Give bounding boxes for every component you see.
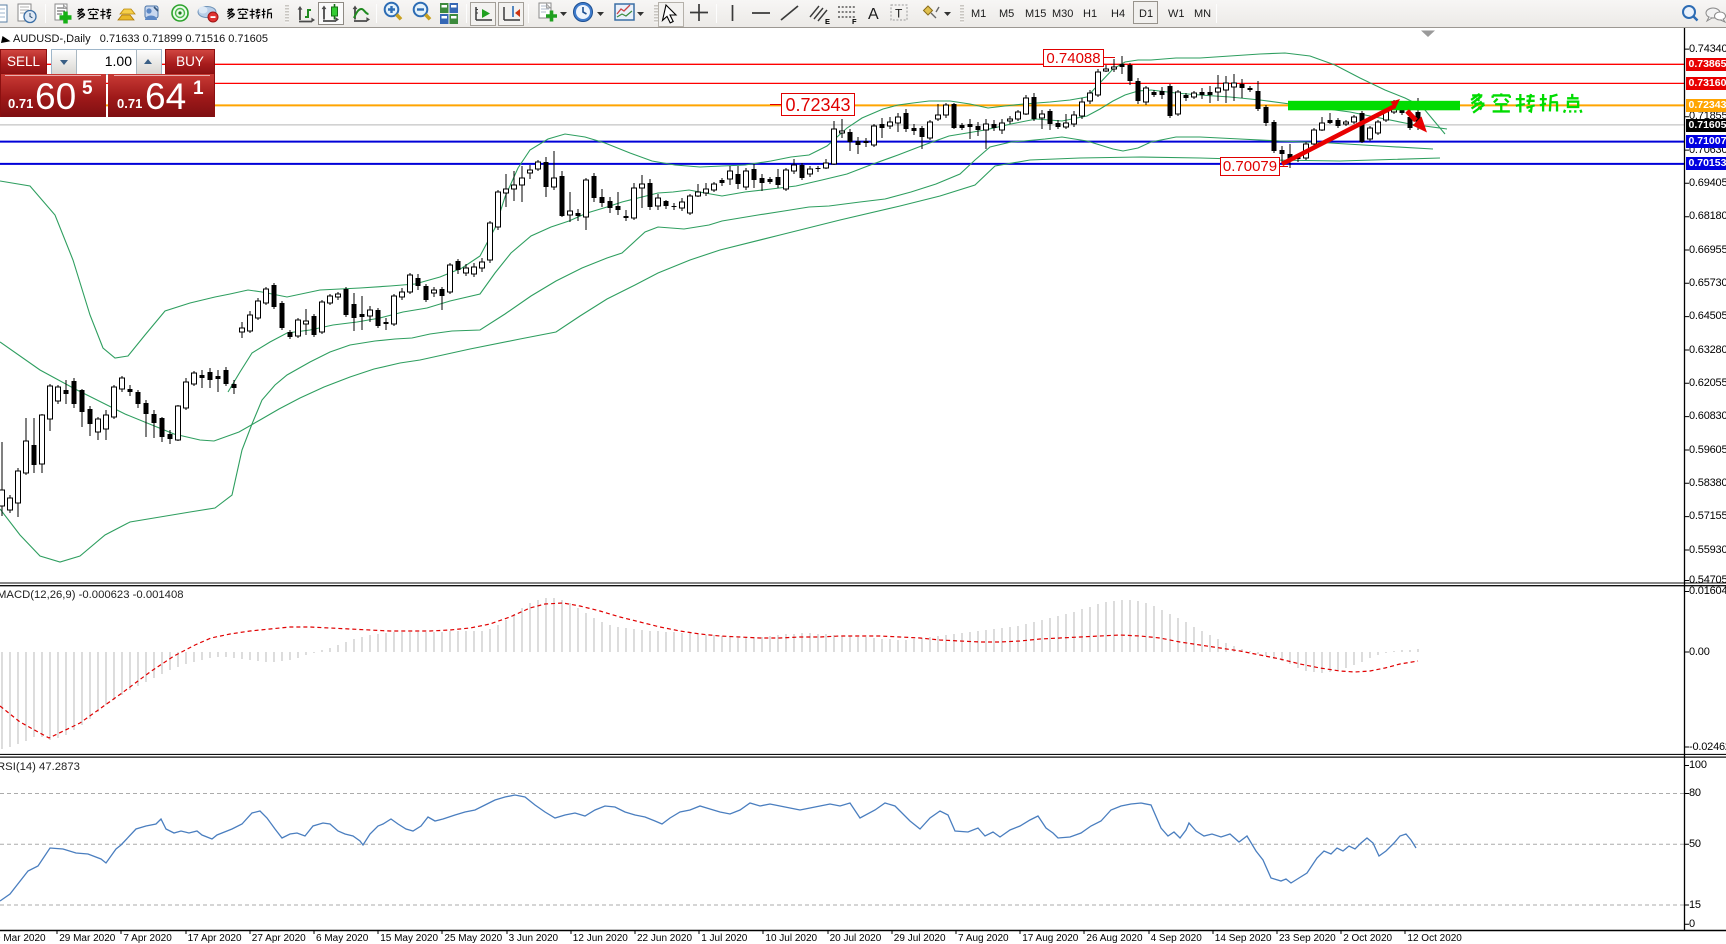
svg-text:E: E [825,17,830,26]
svg-text:F: F [852,17,857,26]
svg-text:A: A [868,6,879,23]
svg-text:T: T [895,7,903,21]
